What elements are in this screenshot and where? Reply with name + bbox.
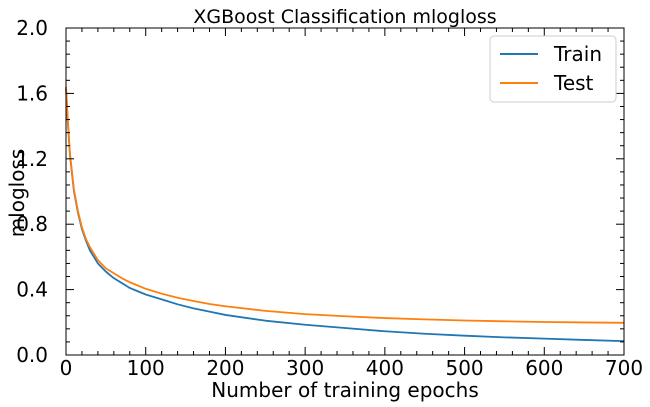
plot-frame <box>65 27 625 356</box>
legend-box <box>489 35 617 103</box>
y-tick-label: 0.0 <box>16 343 48 367</box>
x-tick-label: 500 <box>445 356 483 380</box>
x-tick-label: 0 <box>60 356 73 380</box>
y-axis-title: mlogloss <box>5 149 29 238</box>
y-tick-label: 0.4 <box>16 278 48 302</box>
series-line-test <box>65 86 625 324</box>
x-tick-label: 400 <box>366 356 404 380</box>
y-tick-label: 1.6 <box>16 81 48 105</box>
x-tick-label: 600 <box>525 356 563 380</box>
x-tick-label: 200 <box>206 356 244 380</box>
plot-area: 0 100 200 300 400 500 600 700 0.0 0.4 0.8 1.2 1.6 2.0… <box>16 16 643 380</box>
chart-title: XGBoost Classification mlogloss <box>193 6 496 28</box>
legend-label-train: Train <box>553 42 602 66</box>
x-tick-label: 700 <box>605 356 643 380</box>
x-tick-label: 300 <box>286 356 324 380</box>
series-line-train <box>65 88 625 342</box>
x-axis-title: Number of training epochs <box>211 378 479 402</box>
y-tick-label: 0.8 <box>16 212 48 236</box>
x-tick-label: 100 <box>127 356 165 380</box>
y-tick-label: 2.0 <box>16 16 48 40</box>
legend-label-test: Test <box>553 71 594 95</box>
y-tick-label: 1.2 <box>16 147 48 171</box>
